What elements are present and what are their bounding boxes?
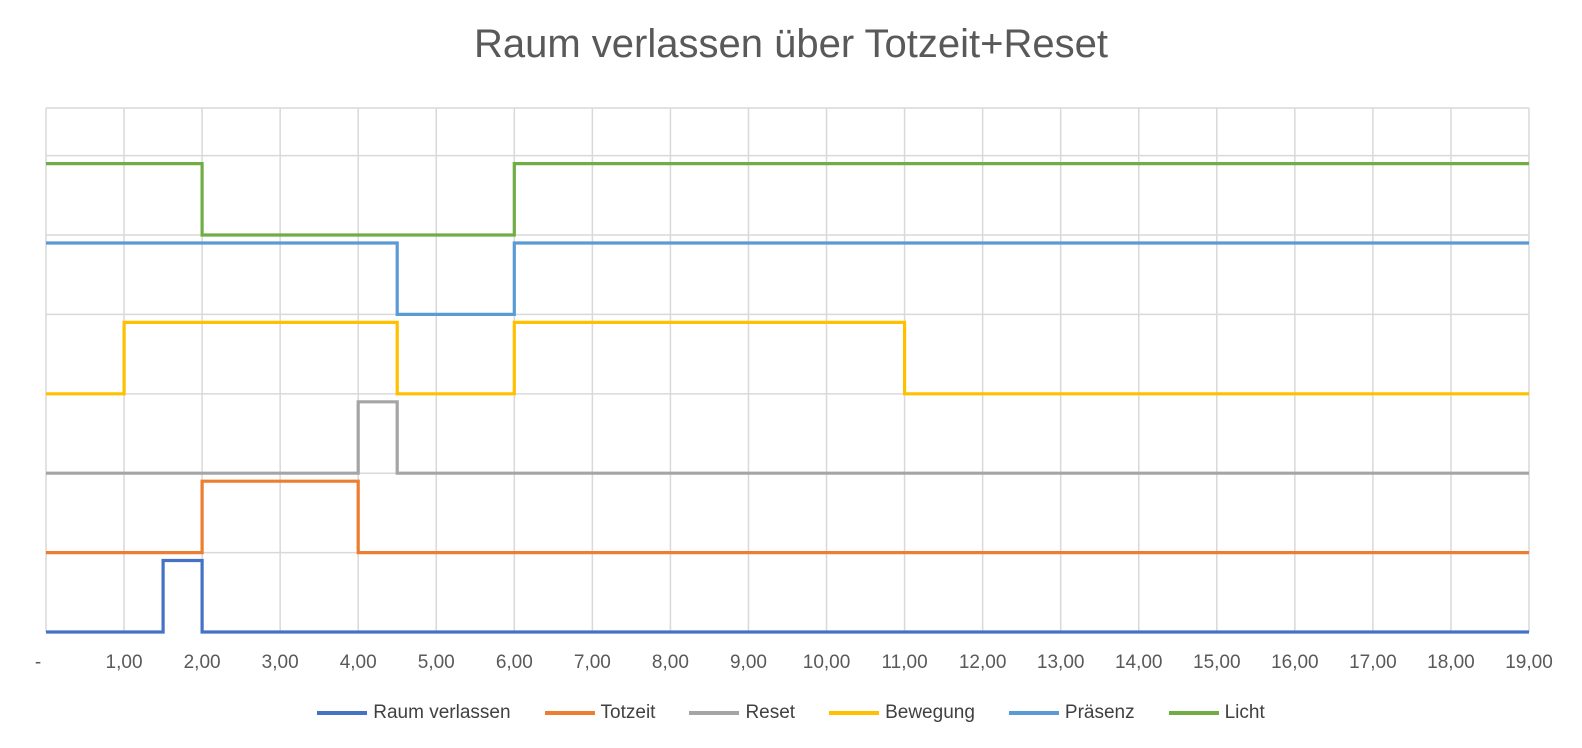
legend-item: Raum verlassen — [317, 702, 511, 724]
x-tick-label: 1,00 — [106, 652, 143, 673]
series-line-3 — [46, 400, 1529, 475]
x-tick-label: 5,00 — [418, 652, 455, 673]
x-tick-label: 12,00 — [959, 652, 1007, 673]
series-line-5 — [46, 241, 1529, 316]
x-tick-label: 17,00 — [1349, 652, 1397, 673]
legend-label: Totzeit — [600, 702, 656, 723]
legend-swatch — [689, 711, 740, 715]
series-line-2 — [46, 479, 1529, 555]
legend-swatch — [1168, 711, 1219, 715]
legend-item: Präsenz — [1008, 702, 1135, 724]
x-tick-label: 6,00 — [496, 652, 533, 673]
x-tick-label: 10,00 — [803, 652, 851, 673]
legend-item: Totzeit — [544, 702, 656, 724]
legend-label: Präsenz — [1064, 702, 1135, 723]
x-tick-label: 4,00 — [340, 652, 377, 673]
x-tick-label: 11,00 — [882, 652, 928, 673]
x-tick-label: 14,00 — [1115, 652, 1163, 673]
x-tick-label: 13,00 — [1037, 652, 1085, 673]
x-tick-label: 7,00 — [574, 652, 611, 673]
x-tick-label: 19,00 — [1505, 652, 1553, 673]
legend-swatch — [317, 711, 368, 715]
x-tick-label: 3,00 — [262, 652, 299, 673]
legend-item: Bewegung — [829, 702, 975, 724]
x-tick-label: 18,00 — [1427, 652, 1475, 673]
chart-legend: Raum verlassen Totzeit Reset Bewegung Präsen… — [0, 700, 1582, 726]
legend-label: Reset — [745, 702, 796, 723]
legend-item: Licht — [1168, 702, 1265, 724]
legend-swatch — [829, 711, 880, 715]
x-tick-label: 16,00 — [1271, 652, 1319, 673]
legend-label: Raum verlassen — [373, 702, 511, 723]
legend-swatch — [544, 711, 595, 715]
legend-label: Licht — [1224, 702, 1265, 723]
chart-title: Raum verlassen über Totzeit+Reset — [473, 22, 1109, 66]
series-line-4 — [46, 320, 1529, 396]
x-tick-label: - — [35, 652, 41, 673]
series-line-6 — [46, 162, 1529, 237]
legend-label: Bewegung — [885, 702, 975, 723]
x-tick-label: 2,00 — [184, 652, 221, 673]
legend-item: Reset — [689, 702, 795, 724]
x-tick-label: 8,00 — [652, 652, 689, 673]
legend-swatch — [1008, 711, 1059, 715]
series-line-1 — [46, 558, 1529, 634]
x-tick-label: 15,00 — [1193, 652, 1241, 673]
x-tick-label: 9,00 — [730, 652, 767, 673]
